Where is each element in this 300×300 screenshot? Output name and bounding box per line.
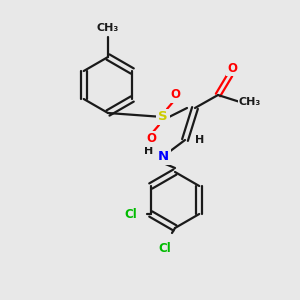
Text: O: O (170, 88, 180, 101)
Text: O: O (146, 133, 156, 146)
Text: H: H (144, 146, 154, 156)
Text: H: H (195, 135, 205, 145)
Text: S: S (158, 110, 168, 124)
Text: Cl: Cl (159, 242, 171, 254)
Text: CH₃: CH₃ (97, 23, 119, 33)
Text: N: N (158, 151, 169, 164)
Text: CH₃: CH₃ (239, 97, 261, 107)
Text: O: O (227, 61, 237, 74)
Text: Cl: Cl (124, 208, 137, 220)
